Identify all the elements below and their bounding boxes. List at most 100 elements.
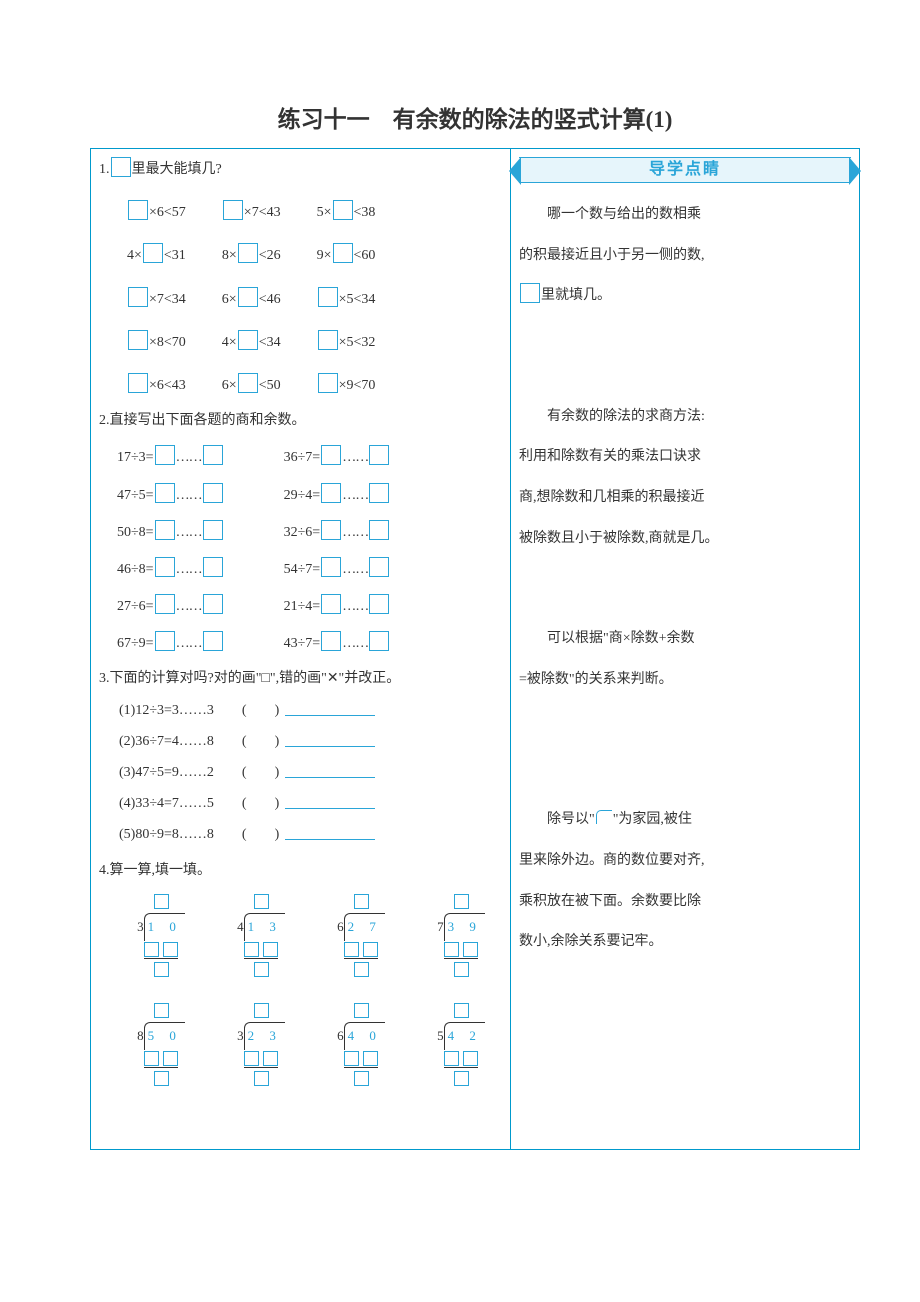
- left-column: 1.里最大能填几? ×6<57 ×7<43 5×<38 4×<31 8×<26 …: [91, 149, 511, 1149]
- blank-box-icon: [454, 894, 469, 909]
- blank-box-icon: [318, 373, 338, 393]
- q1-cell: ×6<57: [127, 200, 186, 225]
- blank-box-icon: [321, 631, 341, 651]
- guide-header-text: 导学点睛: [649, 147, 721, 193]
- blank-box-icon: [318, 287, 338, 307]
- answer-line: [285, 715, 375, 716]
- q1-cell: ×5<34: [317, 287, 376, 312]
- blank-box-icon: [363, 942, 378, 957]
- answer-line: [285, 777, 375, 778]
- blank-box-icon: [203, 520, 223, 540]
- blank-box-icon: [321, 520, 341, 540]
- blank-box-icon: [454, 1003, 469, 1018]
- blank-box-icon: [203, 557, 223, 577]
- blank-box-icon: [128, 330, 148, 350]
- answer-line: [285, 746, 375, 747]
- q1-cell: 6×<46: [222, 287, 281, 312]
- q2-item: 32÷6=……: [284, 520, 391, 545]
- q2-label: 2.直接写出下面各题的商和余数。: [99, 408, 502, 433]
- blank-box-icon: [254, 962, 269, 977]
- q2-row: 47÷5=…… 29÷4=……: [117, 483, 502, 508]
- guide-p2a: 有余数的除法的求商方法:: [519, 397, 851, 438]
- q1-cell: ×7<34: [127, 287, 186, 312]
- blank-box-icon: [333, 200, 353, 220]
- guide-p2b: 利用和除数有关的乘法口诀求: [519, 437, 851, 478]
- q3-label: 3.下面的计算对吗?对的画"□",错的画"✕"并改正。: [99, 666, 502, 691]
- blank-box-icon: [318, 330, 338, 350]
- q1-cell: 4×<34: [222, 330, 281, 355]
- blank-box-icon: [454, 1071, 469, 1086]
- blank-box-icon: [163, 942, 178, 957]
- blank-box-icon: [143, 243, 163, 263]
- guide-p4d: 数小,余除关系要记牢。: [519, 922, 851, 963]
- q2-item: 47÷5=……: [117, 483, 224, 508]
- blank-box-icon: [155, 594, 175, 614]
- long-division: 41 3: [225, 891, 297, 982]
- q2-item: 21÷4=……: [284, 594, 391, 619]
- blank-box-icon: [369, 594, 389, 614]
- blank-box-icon: [263, 1051, 278, 1066]
- blank-box-icon: [520, 283, 540, 303]
- blank-box-icon: [203, 594, 223, 614]
- q3-item: (5)80÷9=8……8 ( ): [119, 822, 502, 847]
- guide-p4a: 除号以""为家园,被住: [519, 800, 851, 841]
- guide-p4c: 乘积放在被下面。余数要比除: [519, 882, 851, 923]
- blank-box-icon: [203, 483, 223, 503]
- blank-box-icon: [144, 1051, 159, 1066]
- q2-item: 29÷4=……: [284, 483, 391, 508]
- blank-box-icon: [369, 520, 389, 540]
- q2-row: 17÷3=…… 36÷7=……: [117, 445, 502, 470]
- q2-list: 17÷3=…… 36÷7=…… 47÷5=…… 29÷4=…… 50÷8=…… …: [99, 445, 502, 656]
- q2-item: 54÷7=……: [284, 557, 391, 582]
- blank-box-icon: [154, 1003, 169, 1018]
- blank-box-icon: [321, 557, 341, 577]
- q2-row: 50÷8=…… 32÷6=……: [117, 520, 502, 545]
- blank-box-icon: [155, 631, 175, 651]
- blank-box-icon: [321, 594, 341, 614]
- q3-item: (3)47÷5=9……2 ( ): [119, 760, 502, 785]
- long-division: 62 7: [325, 891, 397, 982]
- q1-row: ×6<57 ×7<43 5×<38: [127, 200, 502, 225]
- guide-p1a: 哪一个数与给出的数相乘: [519, 195, 851, 236]
- blank-box-icon: [244, 1051, 259, 1066]
- answer-line: [285, 808, 375, 809]
- q1-cell: ×6<43: [127, 373, 186, 398]
- q4-label: 4.算一算,填一填。: [99, 858, 502, 883]
- q1-grid: ×6<57 ×7<43 5×<38 4×<31 8×<26 9×<60 ×7<3…: [99, 200, 502, 398]
- blank-box-icon: [244, 942, 259, 957]
- blank-box-icon: [363, 1051, 378, 1066]
- blank-box-icon: [128, 200, 148, 220]
- guide-p1b: 的积最接近且小于另一侧的数,: [519, 236, 851, 277]
- blank-box-icon: [203, 631, 223, 651]
- blank-box-icon: [144, 942, 159, 957]
- blank-box-icon: [154, 894, 169, 909]
- blank-box-icon: [263, 942, 278, 957]
- blank-box-icon: [444, 1051, 459, 1066]
- guide-p1c: 里就填几。: [519, 276, 851, 317]
- q2-row: 67÷9=…… 43÷7=……: [117, 631, 502, 656]
- blank-box-icon: [463, 1051, 478, 1066]
- q3-item: (2)36÷7=4……8 ( ): [119, 729, 502, 754]
- q4-row1: 31 0 41 3 62 7: [125, 891, 502, 982]
- blank-box-icon: [463, 942, 478, 957]
- q2-item: 46÷8=……: [117, 557, 224, 582]
- blank-box-icon: [254, 1003, 269, 1018]
- q2-item: 43÷7=……: [284, 631, 391, 656]
- page-title: 练习十一 有余数的除法的竖式计算(1): [90, 100, 860, 134]
- right-column: 导学点睛 哪一个数与给出的数相乘 的积最接近且小于另一侧的数, 里就填几。 有余…: [511, 149, 859, 1149]
- q1-row: ×6<43 6×<50 ×9<70: [127, 373, 502, 398]
- guide-p3a: 可以根据"商×除数+余数: [519, 619, 851, 660]
- blank-box-icon: [354, 1003, 369, 1018]
- q1-cell: 4×<31: [127, 243, 186, 268]
- blank-box-icon: [238, 243, 258, 263]
- blank-box-icon: [154, 962, 169, 977]
- blank-box-icon: [128, 373, 148, 393]
- q1-cell: 9×<60: [317, 243, 376, 268]
- blank-box-icon: [254, 1071, 269, 1086]
- q1-row: ×7<34 6×<46 ×5<34: [127, 287, 502, 312]
- blank-box-icon: [155, 445, 175, 465]
- q2-row: 27÷6=…… 21÷4=……: [117, 594, 502, 619]
- blank-box-icon: [321, 445, 341, 465]
- q2-row: 46÷8=…… 54÷7=……: [117, 557, 502, 582]
- blank-box-icon: [369, 557, 389, 577]
